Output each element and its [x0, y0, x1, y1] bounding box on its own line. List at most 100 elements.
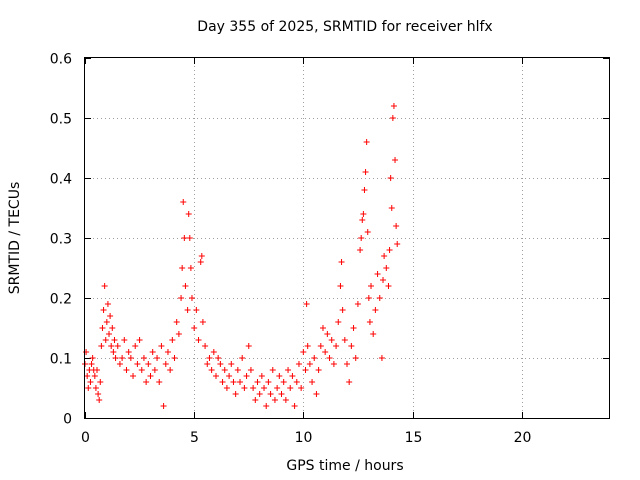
data-point	[274, 385, 281, 391]
data-point	[103, 319, 110, 325]
data-point	[92, 385, 99, 391]
data-point	[158, 343, 165, 349]
data-point	[89, 355, 96, 361]
data-point	[365, 295, 372, 301]
data-point	[265, 379, 272, 385]
data-point	[102, 337, 109, 343]
y-tick-label: 0.3	[50, 232, 72, 248]
data-point	[94, 367, 101, 373]
data-point	[232, 391, 239, 397]
data-point	[167, 367, 174, 373]
data-point	[311, 355, 318, 361]
data-point	[175, 331, 182, 337]
data-point	[228, 361, 235, 367]
data-point	[206, 355, 213, 361]
data-point	[339, 307, 346, 313]
data-point	[109, 325, 116, 331]
data-point	[304, 343, 311, 349]
data-point	[322, 349, 329, 355]
data-point	[241, 385, 248, 391]
data-point	[354, 301, 361, 307]
x-tick-label: 20	[514, 430, 532, 446]
data-point	[127, 355, 134, 361]
data-point	[112, 355, 119, 361]
data-point	[185, 211, 192, 217]
data-point	[191, 325, 198, 331]
data-point	[287, 385, 294, 391]
data-point	[221, 367, 228, 373]
data-point	[258, 373, 265, 379]
data-point	[87, 379, 94, 385]
y-tick-label: 0.4	[50, 172, 72, 188]
data-point	[388, 205, 395, 211]
data-point	[303, 301, 310, 307]
data-point	[390, 103, 397, 109]
data-point	[171, 355, 178, 361]
data-point	[380, 277, 387, 283]
data-point	[295, 361, 302, 367]
data-point	[276, 373, 283, 379]
data-point	[130, 373, 137, 379]
data-point	[378, 355, 385, 361]
data-point	[204, 361, 211, 367]
y-axis-label: SRMTID / TECUs	[7, 182, 23, 295]
data-point	[134, 361, 141, 367]
data-point	[328, 337, 335, 343]
data-point	[219, 379, 226, 385]
data-point	[269, 367, 276, 373]
data-point	[250, 385, 257, 391]
data-point	[199, 319, 206, 325]
data-point	[372, 307, 379, 313]
x-axis-ticks: 0 5 10 15 20	[81, 58, 531, 446]
data-point	[121, 337, 128, 343]
data-point	[140, 355, 147, 361]
data-point	[226, 373, 233, 379]
data-point	[237, 379, 244, 385]
data-point	[101, 283, 108, 289]
data-point	[361, 187, 368, 193]
data-point	[125, 349, 132, 355]
data-point	[239, 355, 246, 361]
data-point	[291, 403, 298, 409]
data-point	[376, 295, 383, 301]
data-point	[145, 361, 152, 367]
data-point	[348, 343, 355, 349]
data-point	[298, 385, 305, 391]
data-point	[169, 337, 176, 343]
data-point	[337, 283, 344, 289]
x-tick-label: 0	[81, 430, 90, 446]
data-point	[85, 385, 92, 391]
data-point	[84, 373, 91, 379]
data-point	[100, 307, 107, 313]
data-point	[106, 331, 113, 337]
data-point	[385, 283, 392, 289]
chart-title: Day 355 of 2025, SRMTID for receiver hlf…	[197, 19, 492, 35]
data-point	[389, 115, 396, 121]
data-point	[285, 367, 292, 373]
data-point	[213, 373, 219, 379]
data-point	[107, 313, 114, 319]
data-point	[324, 331, 331, 337]
data-point	[309, 379, 316, 385]
x-tick-label: 5	[190, 430, 199, 446]
data-point	[98, 343, 105, 349]
data-point	[360, 211, 367, 217]
data-point	[254, 379, 261, 385]
data-point	[344, 361, 350, 367]
data-point	[256, 391, 263, 397]
data-point	[186, 235, 193, 241]
data-point	[366, 319, 373, 325]
data-point	[104, 301, 111, 307]
data-point	[267, 391, 274, 397]
data-point	[271, 397, 278, 403]
x-tick-label: 10	[295, 430, 313, 446]
data-point	[234, 367, 241, 373]
data-point	[151, 367, 158, 373]
data-point	[278, 391, 285, 397]
data-point	[387, 175, 394, 181]
y-tick-label: 0	[63, 412, 72, 428]
data-point	[300, 349, 307, 355]
grid-lines	[85, 58, 609, 418]
y-axis-ticks: 0 0.1 0.2 0.3 0.4 0.5 0.6	[50, 52, 609, 428]
